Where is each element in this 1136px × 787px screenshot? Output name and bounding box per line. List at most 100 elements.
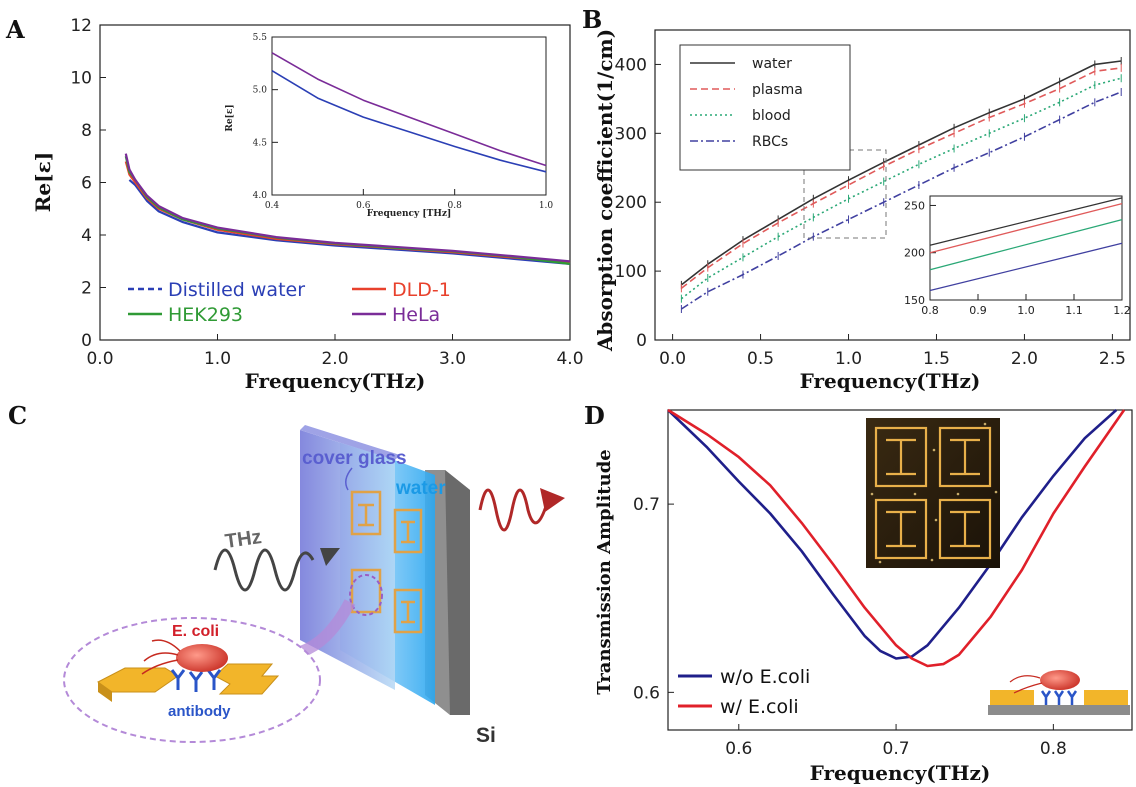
micrograph-cell-4: [938, 498, 992, 560]
cover-glass: [300, 430, 395, 690]
micrograph-background: [866, 418, 1000, 568]
plot-frame-b: [654, 29, 1131, 341]
inset-y-label-a: Re[ε]: [225, 104, 235, 131]
axis-ticks-b: 0.0 0.5 1.0 1.5 2.0 2.5 0 100 200 300 400: [615, 55, 1126, 369]
y-tick-label: 0: [636, 331, 647, 351]
x-tick-label: 0.7: [883, 739, 910, 759]
plot-frame-d: [667, 409, 1133, 731]
micrograph-cell-1-gap: [886, 438, 916, 476]
inset-plot-b: 0.8 0.9 1.0 1.1 1.2 150 200 250: [904, 197, 1131, 317]
legend-b: water plasma blood RBCs: [679, 44, 851, 171]
panel-d: D 0.6 0.7 0.8 0.6 0.7 Frequency(THz) Transmi…: [584, 401, 1133, 785]
x-tick-label: 2.0: [321, 349, 348, 369]
series-line-3: [124, 153, 571, 263]
panel-c: C: [8, 401, 565, 747]
y-tick-label: 10: [70, 69, 92, 89]
series-line-1: [929, 202, 1123, 254]
y-tick-label: 5.5: [253, 33, 268, 43]
y-tick-label: 8: [81, 121, 92, 141]
cover-glass-top-edge: [300, 425, 400, 460]
x-tick-label: 1.0: [204, 349, 231, 369]
ecoli-label: E. coli: [172, 623, 219, 640]
x-tick-label: 4.0: [556, 349, 583, 369]
legend-label-blood: blood: [752, 108, 791, 124]
series-line-0: [128, 179, 571, 265]
series-line-0: [667, 409, 1118, 660]
resonator-2-gap: [401, 520, 415, 544]
series-line-2: [929, 218, 1123, 271]
x-axis-label-d: Frequency(THz): [810, 761, 991, 785]
y-axis-label-b: Absorption coefficient(1/cm): [593, 29, 617, 352]
inset-x-label-a: Frequency [THz]: [367, 209, 451, 219]
gold-electrode-left-side: [98, 682, 112, 702]
thz-label: THz: [224, 526, 263, 553]
antibody-group: [170, 669, 222, 692]
resonator-4: [393, 588, 423, 634]
legend-label-distilled-water: Distilled water: [168, 279, 305, 301]
y-tick-label: 2: [81, 279, 92, 299]
cartoon-electrode-right: [1084, 690, 1128, 705]
x-tick-label: 0.0: [86, 349, 113, 369]
antibody-2: [188, 671, 204, 692]
micrograph-cell-3: [874, 498, 928, 560]
legend-a: Distilled water DLD-1 HEK293 HeLa: [128, 279, 451, 326]
panel-letter-d: D: [584, 401, 605, 430]
x-tick-label: 0.6: [356, 201, 371, 211]
x-tick-label: 1.0: [539, 201, 554, 211]
metamaterial-micrograph: [866, 418, 1000, 568]
cover-glass-label: cover glass: [302, 448, 407, 469]
y-tick-label: 4.0: [253, 191, 268, 201]
resonator-2: [393, 508, 423, 554]
x-tick-label: 3.0: [439, 349, 466, 369]
panel-letter-c: C: [8, 401, 27, 430]
zoom-circle: [349, 574, 383, 616]
resonator-3: [350, 568, 382, 614]
y-axis-label-d: Transmission Amplitude: [594, 449, 615, 695]
cartoon-bacterium: [1040, 670, 1080, 690]
y-tick-label: 12: [70, 16, 92, 36]
series-line-1: [680, 67, 1122, 289]
x-tick-label: 0.8: [921, 304, 939, 317]
incoming-wave-arrowhead: [320, 548, 340, 566]
x-tick-label: 0.6: [725, 739, 752, 759]
magnified-view-ellipse: [63, 617, 321, 743]
resonator-4-gap: [401, 600, 415, 624]
x-tick-label: 0.8: [448, 201, 463, 211]
micrograph-cell-4-gap: [950, 510, 980, 548]
resonator-1-gap: [358, 503, 374, 527]
y-tick-label: 4.5: [253, 138, 268, 148]
x-tick-label: 1.0: [835, 349, 862, 369]
series-group-a: [124, 153, 571, 265]
series-line-0: [929, 197, 1123, 246]
micrograph-cell-2-gap: [950, 438, 980, 476]
legend-label-dld1: DLD-1: [392, 279, 451, 301]
y-axis-label-a: Re[ε]: [31, 152, 55, 212]
x-tick-label: 0.4: [265, 201, 280, 211]
micrograph-cell-1: [874, 426, 928, 488]
y-tick-label: 6: [81, 174, 92, 194]
y-tick-label: 0.7: [633, 495, 660, 515]
antibody-1: [170, 669, 186, 690]
series-line-3: [929, 242, 1123, 292]
panel-letter-a: A: [5, 15, 25, 44]
legend-d: w/o E.coli w/ E.coli: [678, 666, 810, 718]
legend-box-b: [679, 44, 851, 171]
x-tick-label: 0.8: [1040, 739, 1067, 759]
series-line-1: [271, 52, 547, 167]
axis-ticks-d: 0.6 0.7 0.8 0.6 0.7: [633, 495, 1067, 759]
y-tick-label: 4: [81, 226, 92, 246]
x-tick-label: 0.9: [969, 304, 987, 317]
axis-ticks-a: 0.0 1.0 2.0 3.0 4.0 0 2 4 6 8 10 12: [70, 16, 583, 369]
ecoli-flagella: [141, 639, 181, 675]
x-tick-label: 1.5: [923, 349, 950, 369]
ecoli-bacterium: [176, 644, 228, 672]
y-tick-label: 0: [81, 331, 92, 351]
water-label: water: [395, 478, 446, 499]
legend-label-hek293: HEK293: [168, 304, 243, 326]
x-tick-label: 0.0: [659, 349, 686, 369]
series-group-b: [680, 57, 1122, 313]
series-line-0: [680, 60, 1122, 286]
panel-b: B 0.0 0.5 1.0 1.5 2.0 2.5 0 100 200 300 400 Freque…: [582, 5, 1131, 393]
series-line-1: [667, 408, 1126, 668]
